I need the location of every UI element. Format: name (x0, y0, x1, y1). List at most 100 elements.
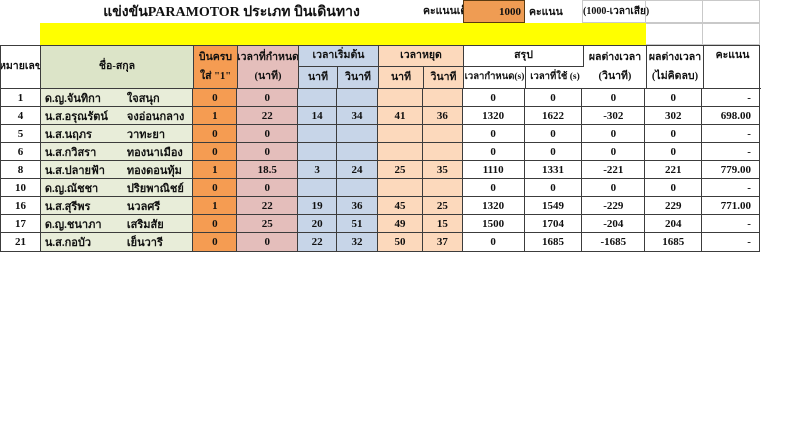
cell-sum-set[interactable]: 1320 (462, 107, 525, 125)
cell-score[interactable]: 771.00 (702, 197, 759, 215)
cell-number[interactable]: 4 (1, 107, 41, 125)
cell-number[interactable]: 17 (1, 215, 41, 233)
cell-time-set[interactable]: 22 (237, 107, 299, 125)
cell-sum-set[interactable]: 0 (462, 143, 525, 161)
cell-diff[interactable]: -221 (582, 161, 646, 179)
cell-stop-sec[interactable]: 15 (422, 215, 463, 233)
cell-diff-abs[interactable]: 302 (645, 107, 703, 125)
cell-sum-used[interactable]: 1622 (524, 107, 583, 125)
cell-diff-abs[interactable]: 221 (645, 161, 703, 179)
cell-diff[interactable]: -229 (582, 197, 646, 215)
cell-sum-set[interactable]: 0 (462, 179, 525, 197)
cell-name[interactable]: ด.ญ.ชนาภา เสริมสัย (40, 215, 194, 233)
cell-sum-set[interactable]: 0 (463, 233, 525, 251)
cell-sum-used[interactable]: 1704 (524, 215, 583, 233)
cell-stop-min[interactable]: 25 (378, 161, 423, 179)
cell-name[interactable]: ด.ญ.ณัชชา ปริยพาณิชย์ (40, 179, 194, 197)
cell-complete[interactable]: 1 (193, 107, 238, 125)
cell-number[interactable]: 5 (1, 125, 41, 143)
cell-stop-sec[interactable]: 37 (422, 233, 463, 251)
cell-start-min[interactable] (298, 89, 338, 107)
cell-score[interactable]: - (702, 215, 759, 233)
cell-sum-set[interactable]: 0 (462, 125, 525, 143)
cell-stop-min[interactable]: 45 (378, 197, 423, 215)
cell-number[interactable]: 21 (1, 233, 41, 251)
cell-sum-used[interactable]: 0 (524, 89, 583, 107)
cell-diff-abs[interactable]: 0 (645, 143, 703, 161)
cell-start-min[interactable] (298, 143, 338, 161)
cell-start-min[interactable]: 19 (298, 197, 338, 215)
cell-time-set[interactable]: 18.5 (237, 161, 299, 179)
cell-time-set[interactable]: 25 (237, 215, 299, 233)
cell-number[interactable]: 1 (1, 89, 41, 107)
cell-complete[interactable]: 0 (193, 179, 238, 197)
cell-start-sec[interactable]: 36 (337, 197, 378, 215)
cell-diff-abs[interactable]: 0 (645, 125, 703, 143)
cell-complete[interactable]: 1 (193, 161, 238, 179)
cell-stop-sec[interactable] (422, 143, 463, 161)
cell-start-min[interactable]: 22 (298, 233, 338, 251)
cell-time-set[interactable]: 0 (237, 125, 299, 143)
cell-complete[interactable]: 0 (193, 89, 238, 107)
cell-sum-set[interactable]: 1110 (462, 161, 525, 179)
cell-name[interactable]: น.ส.นฤภร วาทะยา (40, 125, 194, 143)
cell-stop-sec[interactable] (422, 89, 463, 107)
cell-diff[interactable]: -302 (582, 107, 646, 125)
cell-start-min[interactable]: 3 (298, 161, 338, 179)
cell-stop-sec[interactable]: 36 (422, 107, 463, 125)
cell-time-set[interactable]: 22 (237, 197, 299, 215)
cell-number[interactable]: 10 (1, 179, 41, 197)
cell-score[interactable]: - (702, 143, 759, 161)
cell-complete[interactable]: 0 (193, 215, 238, 233)
cell-number[interactable]: 16 (1, 197, 41, 215)
cell-diff[interactable]: 0 (582, 125, 646, 143)
cell-score[interactable]: - (702, 89, 759, 107)
cell-stop-min[interactable] (378, 143, 423, 161)
cell-complete[interactable]: 0 (193, 143, 238, 161)
cell-sum-set[interactable]: 1320 (462, 197, 525, 215)
cell-complete[interactable]: 0 (193, 125, 238, 143)
cell-start-sec[interactable] (337, 179, 378, 197)
cell-stop-min[interactable] (378, 89, 423, 107)
cell-stop-sec[interactable]: 35 (422, 161, 463, 179)
yellow-highlight-band[interactable] (40, 23, 646, 45)
cell-sum-set[interactable]: 1500 (462, 215, 525, 233)
cell-start-sec[interactable] (337, 143, 378, 161)
cell-sum-used[interactable]: 0 (524, 125, 583, 143)
cell-start-sec[interactable] (337, 89, 378, 107)
cell-number[interactable]: 6 (1, 143, 41, 161)
cell-start-sec[interactable] (337, 125, 378, 143)
cell-start-min[interactable]: 14 (298, 107, 338, 125)
cell-name[interactable]: น.ส.ปลายฟ้า ทองดอนทุ้ม (40, 161, 194, 179)
cell-stop-min[interactable]: 49 (378, 215, 423, 233)
cell-diff[interactable]: 0 (582, 89, 646, 107)
cell-start-min[interactable]: 20 (298, 215, 338, 233)
cell-diff[interactable]: -1685 (582, 233, 646, 251)
cell-complete[interactable]: 0 (193, 233, 238, 251)
cell-diff-abs[interactable]: 1685 (645, 233, 703, 251)
cell-start-sec[interactable]: 51 (337, 215, 378, 233)
cell-name[interactable]: น.ส.กวิสรา ทองนาเมือง (40, 143, 194, 161)
cell-time-set[interactable]: 0 (237, 233, 299, 251)
cell-name[interactable]: น.ส.สุรีพร นวลศรี (40, 197, 194, 215)
cell-score[interactable]: - (702, 125, 759, 143)
cell-number[interactable]: 8 (1, 161, 41, 179)
full-score-value-cell[interactable]: 1000 (463, 0, 525, 23)
cell-start-sec[interactable]: 32 (337, 233, 378, 251)
cell-start-min[interactable] (298, 125, 338, 143)
cell-complete[interactable]: 1 (193, 197, 238, 215)
cell-diff-abs[interactable]: 229 (645, 197, 703, 215)
cell-score[interactable]: - (747, 236, 751, 248)
cell-stop-min[interactable]: 50 (378, 233, 423, 251)
cell-stop-min[interactable]: 41 (378, 107, 423, 125)
cell-start-sec[interactable]: 34 (337, 107, 378, 125)
cell-stop-min[interactable] (378, 125, 423, 143)
cell-diff[interactable]: 0 (582, 179, 646, 197)
cell-start-sec[interactable]: 24 (337, 161, 378, 179)
cell-time-set[interactable]: 0 (237, 89, 299, 107)
cell-diff[interactable]: 0 (582, 143, 646, 161)
cell-start-min[interactable] (298, 179, 338, 197)
cell-score[interactable]: 698.00 (702, 107, 759, 125)
cell-time-set[interactable]: 0 (237, 143, 299, 161)
cell-name[interactable]: น.ส.กอบัว เย็นวารี (40, 233, 194, 251)
